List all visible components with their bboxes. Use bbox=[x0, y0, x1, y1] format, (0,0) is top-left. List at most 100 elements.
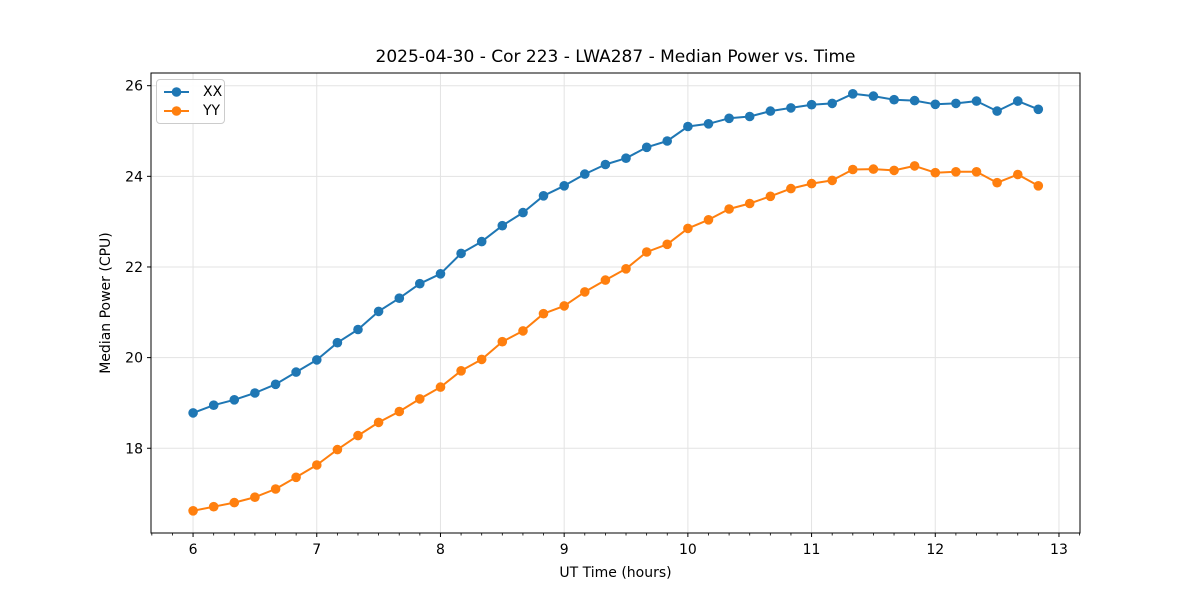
data-point-xx bbox=[373, 306, 384, 317]
data-point-yy bbox=[765, 191, 776, 202]
data-point-xx bbox=[703, 119, 714, 129]
data-point-yy bbox=[518, 326, 528, 336]
data-point-yy bbox=[312, 460, 322, 470]
data-point-xx bbox=[250, 388, 260, 398]
x-tick-label: 13 bbox=[1050, 542, 1068, 558]
data-point-yy bbox=[662, 239, 672, 250]
xx-line-swatch bbox=[164, 87, 189, 98]
data-point-xx bbox=[600, 159, 611, 170]
data-point-yy bbox=[353, 430, 363, 441]
data-point-xx bbox=[394, 293, 405, 304]
x-tick-label: 12 bbox=[926, 542, 944, 558]
y-axis-label: Median Power (CPU) bbox=[98, 232, 114, 374]
data-point-xx bbox=[641, 142, 652, 153]
data-point-yy bbox=[848, 164, 858, 175]
data-point-xx bbox=[312, 355, 322, 365]
data-point-yy bbox=[909, 161, 920, 171]
data-point-yy bbox=[270, 484, 281, 494]
legend-item-yy: YY bbox=[163, 104, 220, 118]
data-point-yy bbox=[951, 167, 961, 177]
data-point-xx bbox=[971, 96, 982, 106]
data-point-xx bbox=[621, 153, 631, 163]
data-point-yy bbox=[415, 394, 425, 404]
data-point-xx bbox=[291, 367, 301, 377]
x-tick-label: 6 bbox=[189, 542, 198, 558]
data-point-xx bbox=[848, 89, 858, 99]
data-point-yy bbox=[786, 183, 796, 194]
legend-label-xx: XX bbox=[203, 84, 223, 101]
data-point-yy bbox=[332, 444, 343, 455]
chart-title: 2025-04-30 - Cor 223 - LWA287 - Median P… bbox=[375, 47, 856, 67]
y-tick-label: 18 bbox=[125, 441, 143, 457]
data-point-xx bbox=[683, 121, 693, 132]
x-tick-label: 9 bbox=[560, 542, 569, 558]
y-tick-label: 22 bbox=[125, 260, 143, 276]
data-point-xx bbox=[518, 207, 528, 218]
data-point-yy bbox=[394, 406, 405, 417]
data-point-yy bbox=[208, 501, 219, 512]
axes-frame bbox=[150, 72, 1081, 534]
data-point-xx bbox=[270, 379, 281, 390]
x-axis-label: UT Time (hours) bbox=[559, 565, 672, 581]
data-point-xx bbox=[930, 99, 941, 110]
data-point-yy bbox=[291, 472, 301, 483]
y-tick-label: 26 bbox=[125, 79, 143, 95]
data-point-xx bbox=[476, 236, 487, 247]
data-point-xx bbox=[559, 181, 569, 191]
x-tick-label: 11 bbox=[803, 542, 821, 558]
data-point-xx bbox=[827, 98, 837, 109]
x-tick-label: 8 bbox=[436, 542, 445, 558]
x-tick-label: 7 bbox=[312, 542, 321, 558]
data-point-xx bbox=[188, 408, 198, 418]
data-point-yy bbox=[827, 175, 837, 186]
data-point-yy bbox=[435, 382, 446, 392]
data-point-yy bbox=[992, 177, 1002, 188]
data-point-xx bbox=[662, 136, 672, 146]
data-point-xx bbox=[1013, 96, 1023, 106]
data-point-xx bbox=[909, 95, 920, 106]
data-point-yy bbox=[559, 301, 569, 311]
y-tick-label: 24 bbox=[125, 169, 143, 185]
data-point-yy bbox=[580, 287, 590, 297]
data-point-xx bbox=[744, 111, 755, 122]
data-point-yy bbox=[456, 366, 466, 376]
data-point-xx bbox=[353, 324, 363, 335]
data-point-yy bbox=[889, 165, 899, 176]
series-line-yy bbox=[192, 164, 1040, 512]
data-point-xx bbox=[765, 106, 776, 116]
series-line-xx bbox=[192, 92, 1040, 414]
data-point-xx bbox=[724, 113, 734, 124]
legend-label-yy: YY bbox=[203, 102, 221, 119]
data-point-yy bbox=[229, 497, 240, 508]
data-point-yy bbox=[497, 336, 508, 347]
x-tick-label: 10 bbox=[679, 542, 697, 558]
data-point-xx bbox=[435, 269, 446, 279]
y-tick-label: 20 bbox=[125, 351, 143, 367]
data-point-yy bbox=[538, 308, 549, 319]
data-point-xx bbox=[951, 98, 961, 109]
data-point-xx bbox=[332, 337, 343, 348]
data-point-xx bbox=[580, 169, 590, 179]
data-point-yy bbox=[621, 264, 631, 274]
data-point-yy bbox=[250, 492, 260, 503]
data-point-xx bbox=[992, 106, 1002, 116]
data-point-xx bbox=[456, 248, 466, 259]
data-point-yy bbox=[930, 167, 941, 178]
data-point-yy bbox=[600, 275, 611, 285]
data-point-xx bbox=[806, 99, 817, 110]
data-point-xx bbox=[538, 191, 549, 201]
data-point-xx bbox=[1033, 104, 1044, 115]
data-point-yy bbox=[476, 354, 487, 365]
data-point-yy bbox=[868, 164, 879, 174]
data-point-yy bbox=[744, 198, 755, 209]
legend: XX YY bbox=[156, 79, 225, 124]
data-point-xx bbox=[229, 395, 240, 405]
data-point-yy bbox=[683, 223, 693, 234]
data-point-yy bbox=[806, 178, 817, 189]
legend-item-xx: XX bbox=[163, 84, 223, 101]
data-point-yy bbox=[188, 506, 198, 516]
data-point-xx bbox=[497, 220, 508, 231]
data-point-yy bbox=[1013, 169, 1023, 180]
